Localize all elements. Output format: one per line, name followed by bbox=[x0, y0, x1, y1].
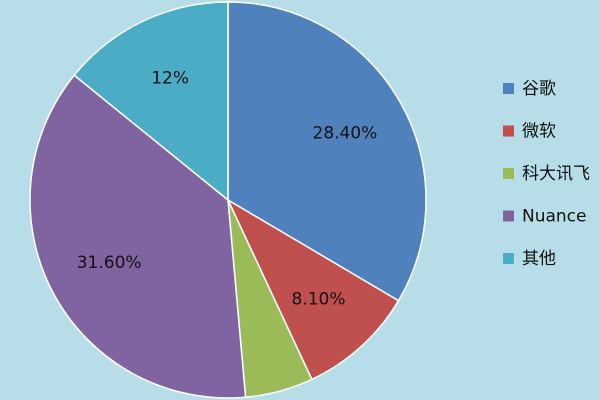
data-label: 31.60% bbox=[77, 253, 142, 273]
pie-slice bbox=[226, 198, 400, 381]
legend-label: 微软 bbox=[522, 122, 556, 142]
legend-label: 科大讯飞 bbox=[522, 164, 590, 184]
pie-slice bbox=[73, 1, 229, 202]
legend-swatch bbox=[503, 125, 514, 137]
legend-label: 其他 bbox=[522, 249, 556, 269]
data-label: 28.40% bbox=[313, 123, 378, 143]
legend-swatch bbox=[503, 253, 514, 264]
legend-label: 谷歌 bbox=[522, 79, 556, 99]
data-label: 12% bbox=[151, 68, 189, 88]
legend-label: Nuance bbox=[522, 207, 587, 227]
legend-swatch bbox=[503, 210, 514, 222]
legend-swatch bbox=[503, 168, 514, 179]
legend-swatch bbox=[503, 83, 514, 94]
pie-slice bbox=[227, 1, 427, 302]
pie-slice bbox=[29, 74, 247, 399]
data-label: 8.10% bbox=[292, 290, 346, 310]
